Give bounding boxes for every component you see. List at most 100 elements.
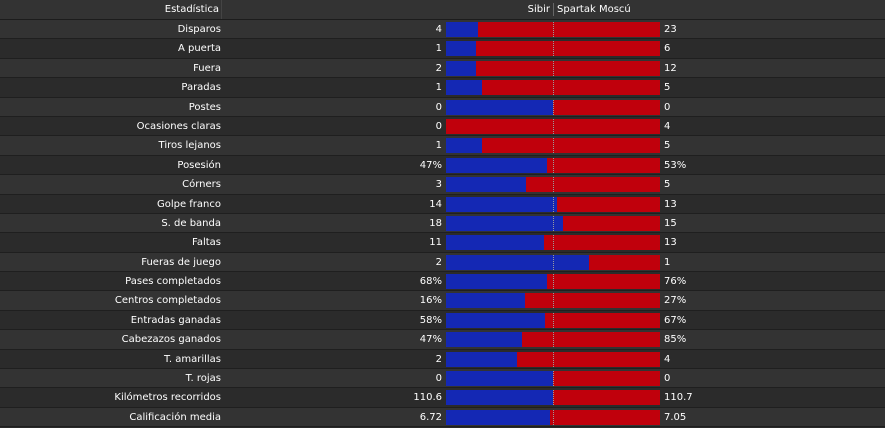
stat-row: Paradas 1 5 <box>0 78 885 98</box>
stat-label: Faltas <box>192 237 221 249</box>
comparison-bar <box>446 215 660 231</box>
stat-row: Ocasiones claras 0 4 <box>0 116 885 137</box>
stat-row: Posesión 47% 53% <box>0 155 885 176</box>
away-value: 4 <box>664 120 671 132</box>
stat-label: Posesión <box>177 159 221 171</box>
away-value: 5 <box>664 179 671 191</box>
home-share-fill <box>446 80 482 96</box>
bar-midline <box>553 99 554 115</box>
stat-label: Kilómetros recorridos <box>114 392 221 404</box>
header-separator <box>553 3 554 16</box>
comparison-bar <box>446 371 660 387</box>
home-value: 47% <box>419 334 442 346</box>
comparison-bar <box>446 274 660 290</box>
comparison-bar <box>446 138 660 154</box>
home-share-fill <box>446 312 545 328</box>
away-value: 110.7 <box>664 392 693 404</box>
home-value: 18 <box>429 217 442 229</box>
stat-label: A puerta <box>177 43 221 55</box>
stat-label: Entradas ganadas <box>130 314 221 326</box>
away-value: 4 <box>664 353 671 365</box>
home-share-fill <box>446 254 589 270</box>
stat-row: Córners 3 5 <box>0 175 885 195</box>
home-share-fill <box>446 177 526 193</box>
comparison-bar <box>446 254 660 270</box>
comparison-bar <box>446 196 660 212</box>
home-share-fill <box>446 274 547 290</box>
away-value: 6 <box>664 43 671 55</box>
home-share-fill <box>446 196 557 212</box>
home-share-fill <box>446 41 476 57</box>
stat-row: Postes 0 0 <box>0 97 885 117</box>
bar-midline <box>553 332 554 348</box>
home-value: 3 <box>435 179 442 191</box>
comparison-bar <box>446 99 660 115</box>
home-value: 14 <box>429 198 442 210</box>
home-share-fill <box>446 351 517 367</box>
comparison-bar <box>446 22 660 37</box>
comparison-bar <box>446 293 660 309</box>
stat-label: Tiros lejanos <box>158 140 221 152</box>
stat-row: Fueras de juego 2 1 <box>0 252 885 273</box>
home-value: 0 <box>435 373 442 385</box>
comparison-bar <box>446 80 660 96</box>
home-value: 2 <box>435 256 442 268</box>
away-value: 27% <box>664 295 687 307</box>
home-value: 0 <box>435 101 442 113</box>
away-value: 5 <box>664 82 671 94</box>
away-value: 7.05 <box>664 411 687 423</box>
bar-midline <box>553 22 554 37</box>
comparison-bar <box>446 332 660 348</box>
stat-label: Golpe franco <box>156 198 221 210</box>
stats-rows: Disparos 4 23 A puerta 1 6 Fuera 2 12 Paradas 1 5 Po… <box>0 20 885 428</box>
away-value: 13 <box>664 198 677 210</box>
home-share-fill <box>446 409 550 425</box>
stat-label: T. amarillas <box>163 353 221 365</box>
bar-midline <box>553 351 554 367</box>
comparison-bar <box>446 312 660 328</box>
comparison-bar <box>446 60 660 76</box>
stat-label: Cabezazos ganados <box>121 334 221 346</box>
bar-midline <box>553 371 554 387</box>
stat-row: Disparos 4 23 <box>0 20 885 40</box>
home-share-fill <box>446 235 544 251</box>
comparison-bar <box>446 390 660 406</box>
home-share-fill <box>446 390 553 406</box>
bar-midline <box>553 118 554 134</box>
stat-row: Tiros lejanos 1 5 <box>0 136 885 156</box>
away-value: 76% <box>664 276 687 288</box>
stat-row: Calificación media 6.72 7.05 <box>0 407 885 428</box>
column-header-home-team: Sibir <box>527 4 550 15</box>
bar-midline <box>553 274 554 290</box>
stat-label: Disparos <box>177 24 221 35</box>
bar-midline <box>553 157 554 173</box>
comparison-bar <box>446 409 660 425</box>
stat-label: Pases completados <box>125 276 221 288</box>
home-value: 1 <box>435 43 442 55</box>
stat-row: T. amarillas 2 4 <box>0 349 885 370</box>
stat-label: Postes <box>188 101 221 113</box>
stats-header: Estadística Sibir Spartak Moscú <box>0 0 885 20</box>
away-value: 23 <box>664 24 677 35</box>
bar-midline <box>553 41 554 57</box>
home-value: 0 <box>435 120 442 132</box>
home-value: 6.72 <box>419 411 442 423</box>
away-value: 53% <box>664 159 687 171</box>
home-share-fill <box>446 371 553 387</box>
home-value: 68% <box>419 276 442 288</box>
bar-midline <box>553 409 554 425</box>
stat-row: Kilómetros recorridos 110.6 110.7 <box>0 388 885 408</box>
column-header-stat[interactable]: Estadística <box>0 0 222 19</box>
comparison-bar <box>446 157 660 173</box>
comparison-bar <box>446 118 660 134</box>
comparison-bar <box>446 41 660 57</box>
bar-midline <box>553 215 554 231</box>
stat-row: Faltas 11 13 <box>0 233 885 253</box>
away-value: 0 <box>664 373 671 385</box>
stat-label: Calificación media <box>129 411 221 423</box>
home-value: 2 <box>435 62 442 74</box>
bar-midline <box>553 293 554 309</box>
home-value: 4 <box>435 24 442 35</box>
home-value: 16% <box>419 295 442 307</box>
bar-midline <box>553 138 554 154</box>
